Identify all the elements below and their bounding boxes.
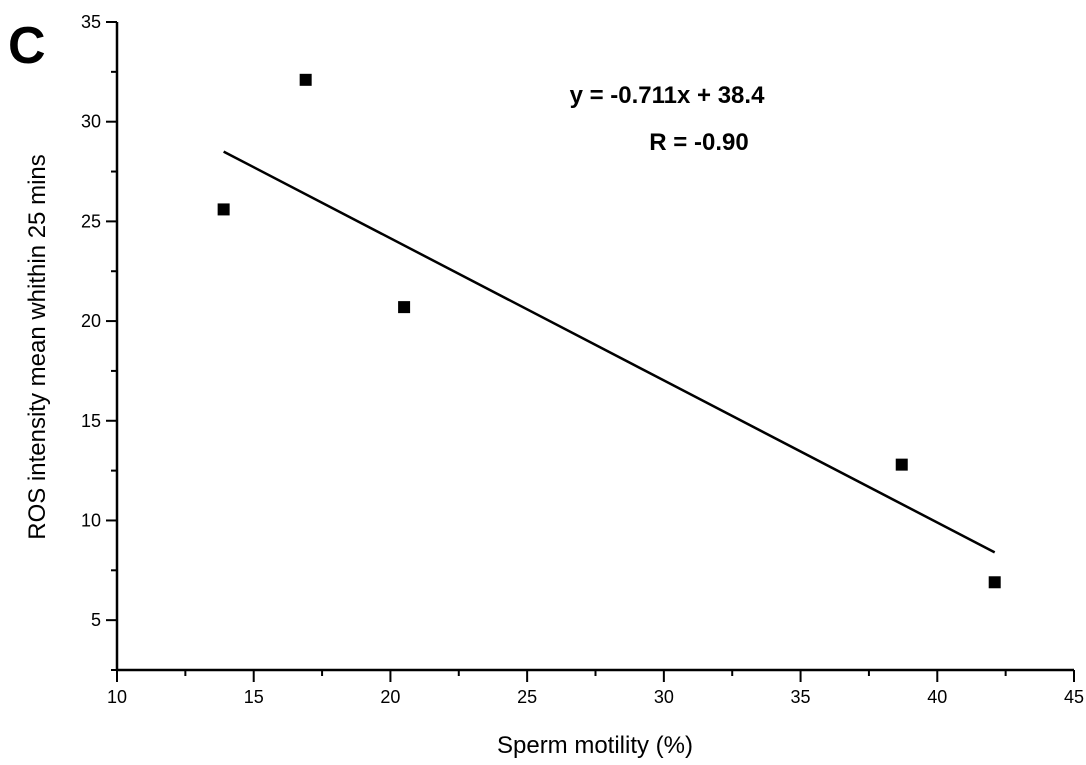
x-axis-title: Sperm motility (%): [497, 732, 693, 759]
x-tick-label: 40: [927, 687, 947, 707]
x-tick-label: 30: [654, 687, 674, 707]
x-ticks: 10 15 20 25 30 35 40 45: [107, 670, 1084, 707]
y-tick-label: 25: [81, 211, 101, 231]
data-point: [398, 301, 411, 314]
x-tick-label: 25: [517, 687, 537, 707]
y-tick-label: 35: [81, 12, 101, 32]
x-tick-label: 35: [791, 687, 811, 707]
y-tick-label: 20: [81, 311, 101, 331]
x-tick-label: 20: [380, 687, 400, 707]
x-tick-label: 15: [244, 687, 264, 707]
equation-annotation: y = -0.711x + 38.4: [570, 82, 765, 109]
y-tick-label: 30: [81, 112, 101, 132]
y-axis-title: ROS intensity mean whithin 25 mins: [24, 154, 51, 540]
fit-line: [223, 150, 996, 554]
y-tick-label: 5: [91, 610, 101, 630]
data-point: [988, 576, 1001, 589]
y-tick-label: 10: [81, 510, 101, 530]
data-point: [217, 203, 230, 216]
y-ticks: 5 10 15 20 25 30 35: [81, 12, 117, 671]
x-tick-label: 45: [1064, 687, 1084, 707]
panel-label: C: [8, 17, 46, 75]
data-points: [217, 73, 1001, 589]
x-tick-label: 10: [107, 687, 127, 707]
data-point: [299, 73, 312, 86]
y-tick-label: 15: [81, 411, 101, 431]
data-point: [895, 458, 908, 471]
r-value-annotation: R = -0.90: [649, 129, 748, 156]
fit-line-group: [223, 150, 996, 554]
